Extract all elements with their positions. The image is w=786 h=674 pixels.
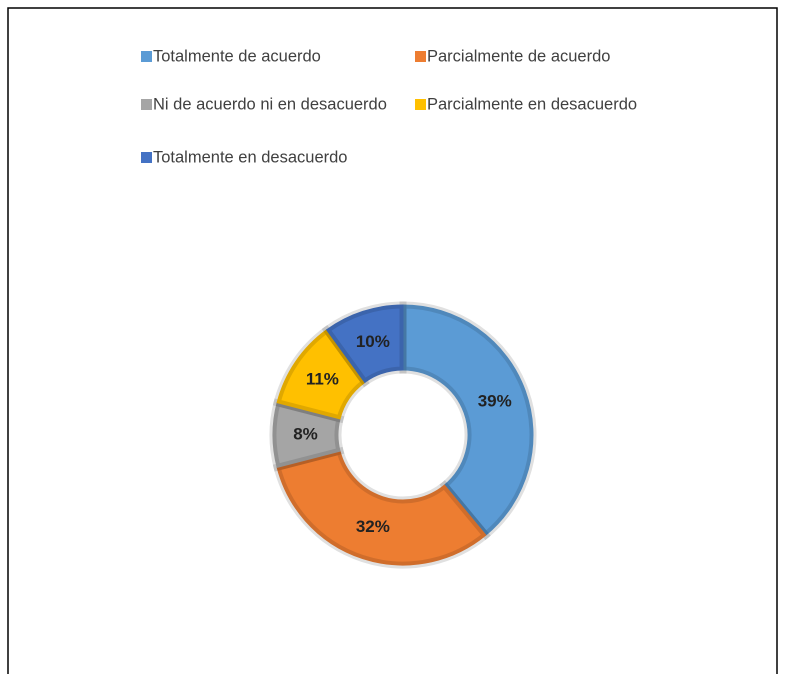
legend-label: Totalmente de acuerdo bbox=[153, 47, 321, 65]
data-label: 39% bbox=[478, 391, 512, 410]
donut-segment bbox=[276, 450, 487, 566]
donut-segment bbox=[402, 304, 534, 536]
donut-segment bbox=[325, 304, 404, 384]
legend-swatch bbox=[141, 51, 152, 62]
data-label: 10% bbox=[356, 332, 390, 351]
segment-border bbox=[272, 446, 491, 569]
data-label: 8% bbox=[293, 424, 318, 443]
data-label: 11% bbox=[306, 370, 339, 389]
legend-swatch bbox=[415, 99, 426, 110]
data-label: 32% bbox=[356, 517, 390, 536]
legend-label: Parcialmente en desacuerdo bbox=[427, 95, 637, 113]
legend-label: Ni de acuerdo ni en desacuerdo bbox=[153, 95, 387, 113]
legend-label: Totalmente en desacuerdo bbox=[153, 148, 347, 166]
frame bbox=[7, 7, 778, 674]
segment-border bbox=[399, 301, 537, 541]
legend-swatch bbox=[141, 152, 152, 163]
legend-label: Parcialmente de acuerdo bbox=[427, 47, 610, 65]
legend-swatch bbox=[141, 99, 152, 110]
segment-border bbox=[321, 301, 407, 388]
legend-swatch bbox=[415, 51, 426, 62]
